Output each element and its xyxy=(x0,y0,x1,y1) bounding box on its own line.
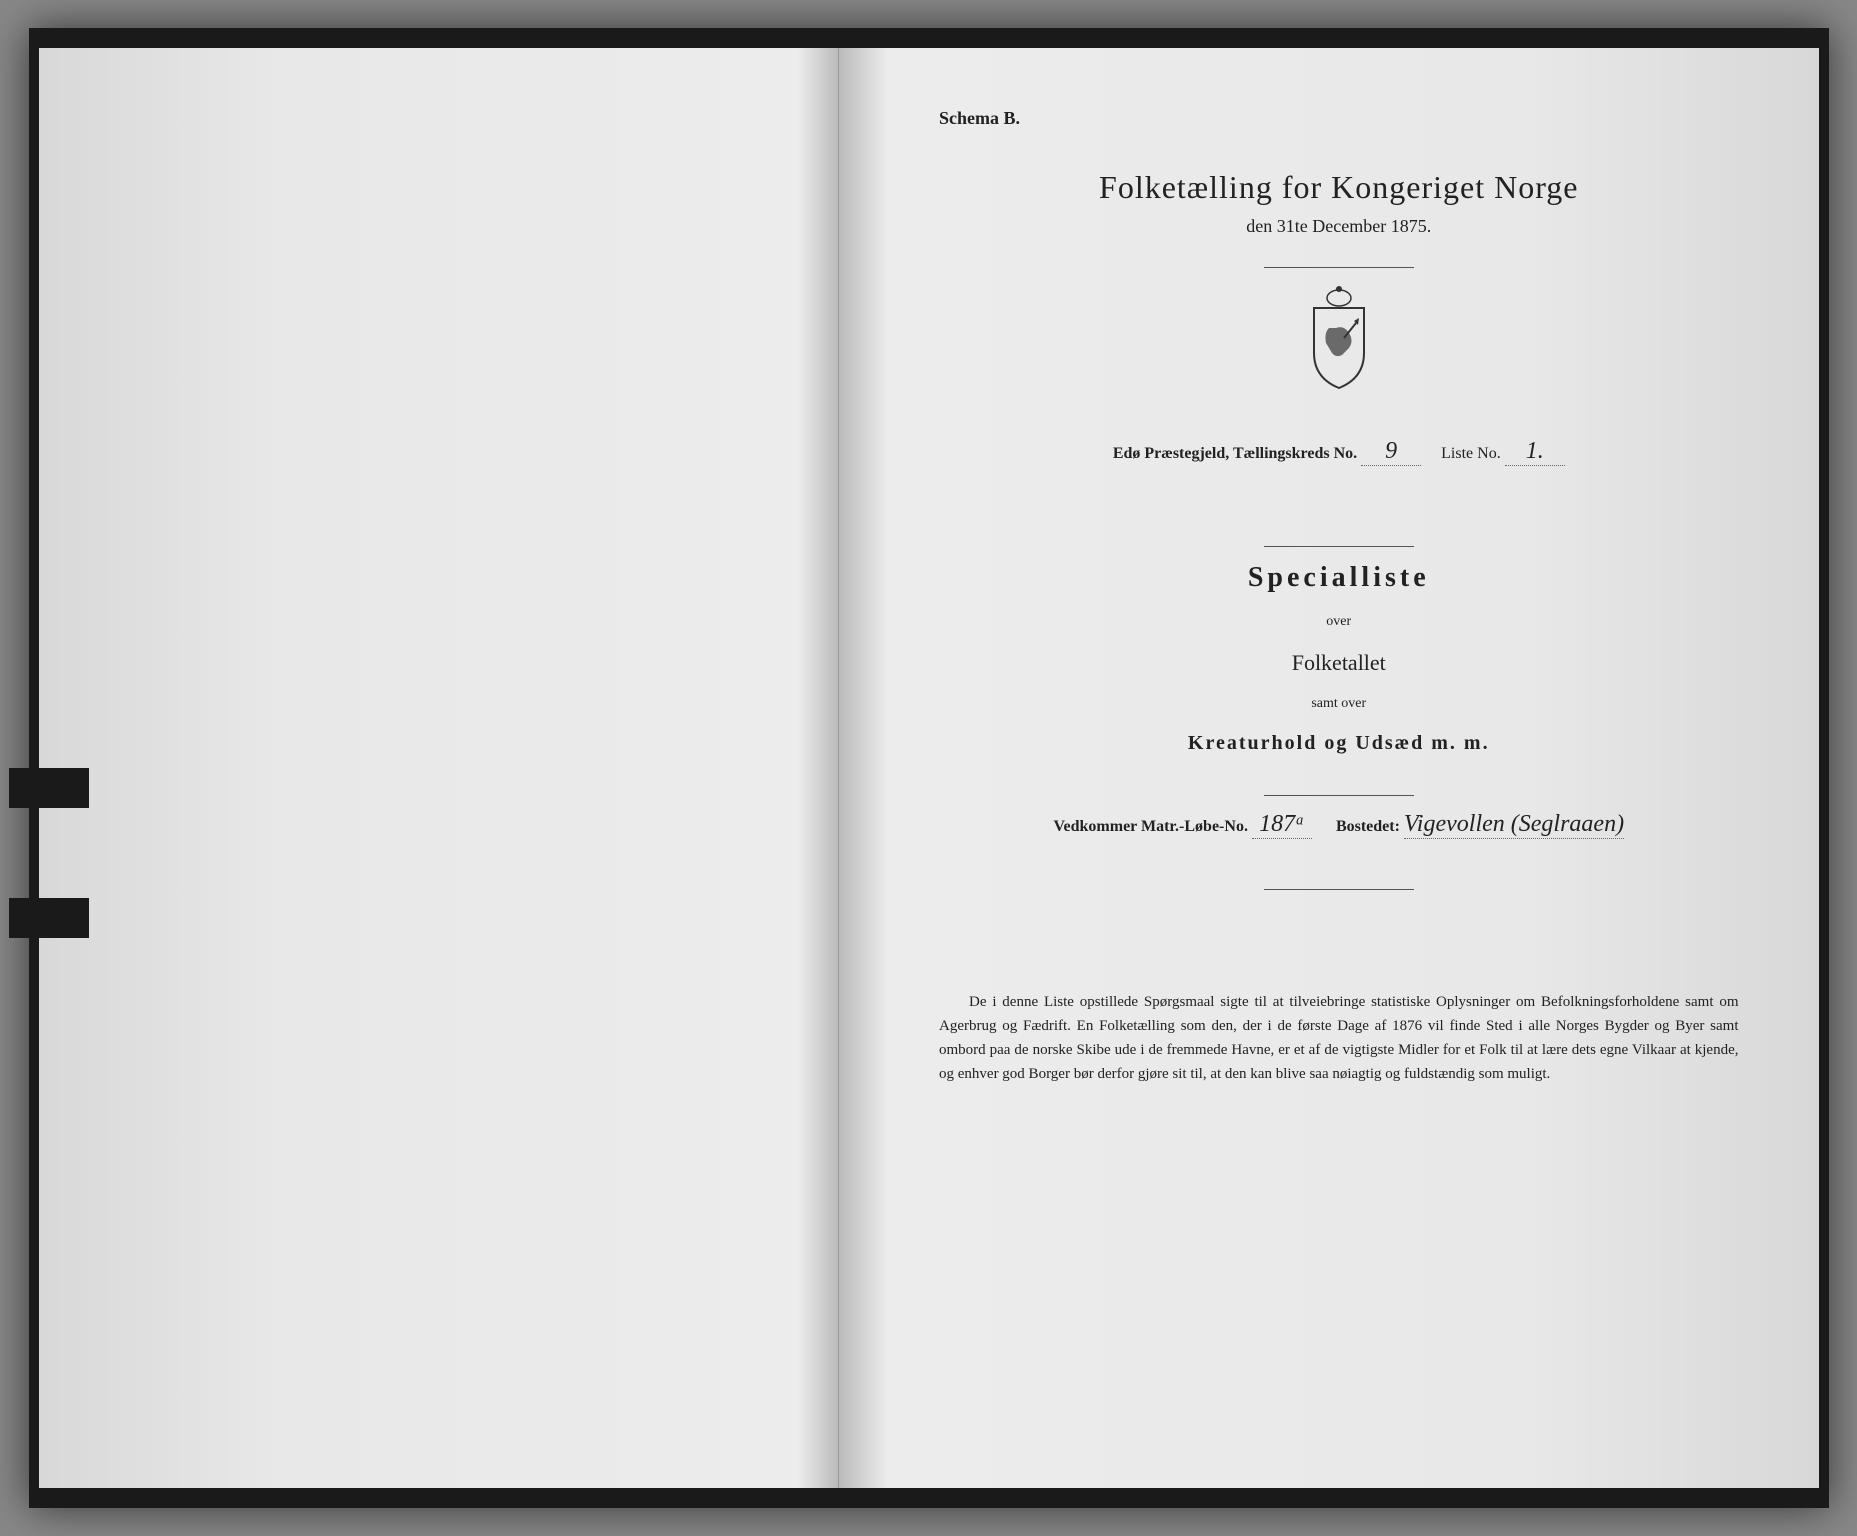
district-label2: Liste No. xyxy=(1441,445,1501,462)
over-text: over xyxy=(939,614,1739,630)
bostedet-label: Bostedet: xyxy=(1336,818,1400,835)
bostedet-value: Vigevollen (Seglraaen) xyxy=(1404,811,1624,839)
schema-label: Schema B. xyxy=(939,108,1739,129)
left-page xyxy=(39,48,840,1488)
liste-number: 1. xyxy=(1505,438,1565,466)
binding-clip-bottom xyxy=(9,898,89,938)
binding-clip-top xyxy=(9,768,89,808)
kreds-number: 9 xyxy=(1361,438,1421,466)
district-line: Edø Præstegjeld, Tællingskreds No. 9 Lis… xyxy=(939,438,1739,466)
district-label1: Præstegjeld, Tællingskreds No. xyxy=(1144,445,1357,462)
body-paragraph: De i denne Liste opstillede Spørgsmaal s… xyxy=(939,990,1739,1086)
samt-over: samt over xyxy=(939,696,1739,712)
main-title: Folketælling for Kongeriget Norge xyxy=(939,169,1739,206)
date-line: den 31te December 1875. xyxy=(939,216,1739,237)
folketallet: Folketallet xyxy=(939,650,1739,676)
kreaturhold: Kreaturhold og Udsæd m. m. xyxy=(939,732,1739,755)
divider xyxy=(1264,267,1414,268)
district-prefix: Edø xyxy=(1113,445,1141,462)
divider xyxy=(1264,546,1414,547)
matr-label: Vedkommer Matr.-Løbe-No. xyxy=(1053,818,1248,835)
matr-number: 187ᵃ xyxy=(1252,811,1312,839)
coat-of-arms-icon xyxy=(939,283,1739,398)
book-container: Schema B. Folketælling for Kongeriget No… xyxy=(29,28,1829,1508)
right-page: Schema B. Folketælling for Kongeriget No… xyxy=(839,48,1819,1488)
form-line: Vedkommer Matr.-Løbe-No. 187ᵃ Bostedet: … xyxy=(939,811,1739,839)
divider xyxy=(1264,795,1414,796)
divider xyxy=(1264,889,1414,890)
specialliste-title: Specialliste xyxy=(939,562,1739,594)
